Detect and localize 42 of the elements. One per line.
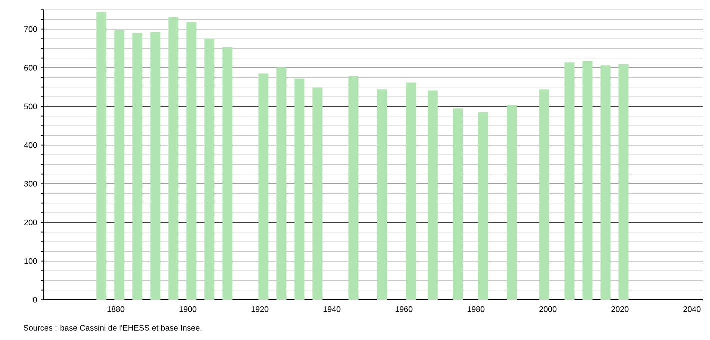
y-tick-label: 300: [24, 181, 38, 187]
bar: [204, 39, 215, 300]
x-tick-label: 1900: [180, 306, 197, 312]
x-tick-label: 1920: [252, 306, 269, 312]
y-tick-label: 700: [24, 26, 38, 32]
source-note: Sources : base Cassini de l'EHESS et base Insee.: [24, 325, 202, 331]
bar: [564, 62, 575, 300]
bar: [132, 33, 143, 300]
bar: [507, 106, 518, 300]
bar: [453, 108, 464, 300]
bar: [168, 17, 179, 300]
bar: [186, 22, 197, 300]
y-tick-label: 400: [24, 142, 38, 148]
y-tick-label: 100: [24, 258, 38, 264]
x-tick-label: 2040: [684, 306, 701, 312]
y-tick-label: 200: [24, 220, 38, 226]
bar: [618, 64, 629, 300]
bar: [582, 61, 593, 300]
bar: [378, 90, 388, 300]
bar: [150, 32, 161, 300]
bar: [428, 90, 438, 300]
x-tick-label: 1960: [396, 306, 413, 312]
bar: [406, 82, 416, 300]
bar: [276, 68, 287, 300]
bar: [222, 48, 233, 300]
bar: [540, 90, 550, 300]
bar: [258, 74, 269, 300]
bar: [114, 30, 125, 300]
x-tick-label: 1980: [468, 306, 485, 312]
x-tick-label: 2020: [612, 306, 629, 312]
y-tick-label: 600: [24, 65, 38, 71]
x-tick-label: 1940: [324, 306, 341, 312]
bar: [478, 112, 488, 300]
bar: [96, 12, 107, 300]
bar: [600, 66, 611, 300]
bar: [294, 78, 305, 300]
bar: [348, 76, 359, 300]
y-tick-label: 500: [24, 104, 38, 110]
x-tick-label: 2000: [540, 306, 557, 312]
bar: [312, 88, 323, 300]
y-tick-label: 0: [33, 297, 38, 303]
x-tick-label: 1880: [108, 306, 125, 312]
